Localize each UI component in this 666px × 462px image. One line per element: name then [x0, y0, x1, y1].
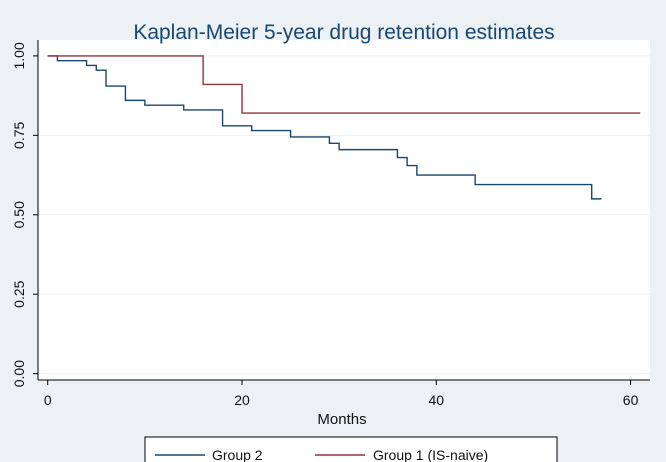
- legend: Group 2 Group 1 (IS-naive): [144, 436, 558, 462]
- series-group: [47, 55, 641, 200]
- x-tick-label-3: 60: [623, 392, 639, 408]
- y-tick-label-0: 0.00: [11, 360, 27, 387]
- x-axis-title: Months: [317, 411, 366, 428]
- legend-label-1: Group 1 (IS-naive): [373, 447, 488, 462]
- y-tick-label-3: 0.75: [11, 121, 27, 148]
- series-line-0: [47, 55, 602, 200]
- y-tick-label-2: 0.50: [11, 201, 27, 228]
- axes: 0.00 0.25 0.50 0.75 1.00 0 20 40 60: [11, 40, 650, 408]
- x-tick-label-0: 0: [44, 392, 52, 408]
- y-tick-label-1: 0.25: [11, 280, 27, 307]
- y-tick-label-4: 1.00: [11, 42, 27, 69]
- x-tick-label-1: 20: [234, 392, 250, 408]
- legend-box: [144, 436, 558, 462]
- chart-title: Kaplan-Meier 5-year drug retention estim…: [133, 21, 554, 44]
- legend-label-0: Group 2: [212, 447, 263, 462]
- series-line-1: [47, 55, 641, 114]
- plot-area: [38, 40, 650, 380]
- x-tick-label-2: 40: [428, 392, 444, 408]
